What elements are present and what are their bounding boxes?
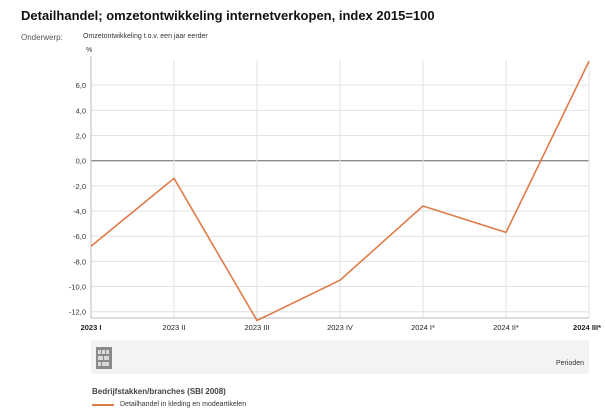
y-tick-label: 2,0 [76,132,86,141]
y-tick-label: -6,0 [73,232,86,241]
x-tick-label: 2023 III [244,323,269,332]
x-tick-label: 2023 IV [327,323,353,332]
y-tick-label: 6,0 [76,81,86,90]
x-tick-label: 2023 II [163,323,186,332]
x-tick-label: 2024 III* [573,323,601,332]
legend-item[interactable]: Detailhandel in kleding en modeartikelen [92,401,246,408]
x-tick-label: 2024 I* [411,323,435,332]
cbs-logo-icon [96,347,112,369]
chart-title: Detailhandel; omzetontwikkeling internet… [21,8,435,23]
x-axis-label: Perioden [556,360,585,367]
legend-swatch [92,403,114,406]
y-tick-label: -2,0 [73,182,86,191]
y-tick-label: -10,0 [69,283,86,292]
x-tick-label: 2023 I [81,323,102,332]
subject-value: Omzetontwikkeling t.o.v. een jaar eerder [83,33,208,40]
y-tick-label: -8,0 [73,257,86,266]
y-tick-label: -4,0 [73,207,86,216]
legend-title: Bedrijfstakken/branches (SBI 2008) [92,387,226,396]
x-tick-label: 2024 II* [493,323,519,332]
y-tick-label: 4,0 [76,106,86,115]
subject-label: Onderwerp: [21,33,63,42]
legend-item-label: Detailhandel in kleding en modeartikelen [120,401,247,408]
y-tick-label: 0,0 [76,157,86,166]
y-tick-label: -12,0 [69,308,86,317]
x-axis-band [91,340,589,374]
y-axis-unit-label: % [86,47,93,54]
